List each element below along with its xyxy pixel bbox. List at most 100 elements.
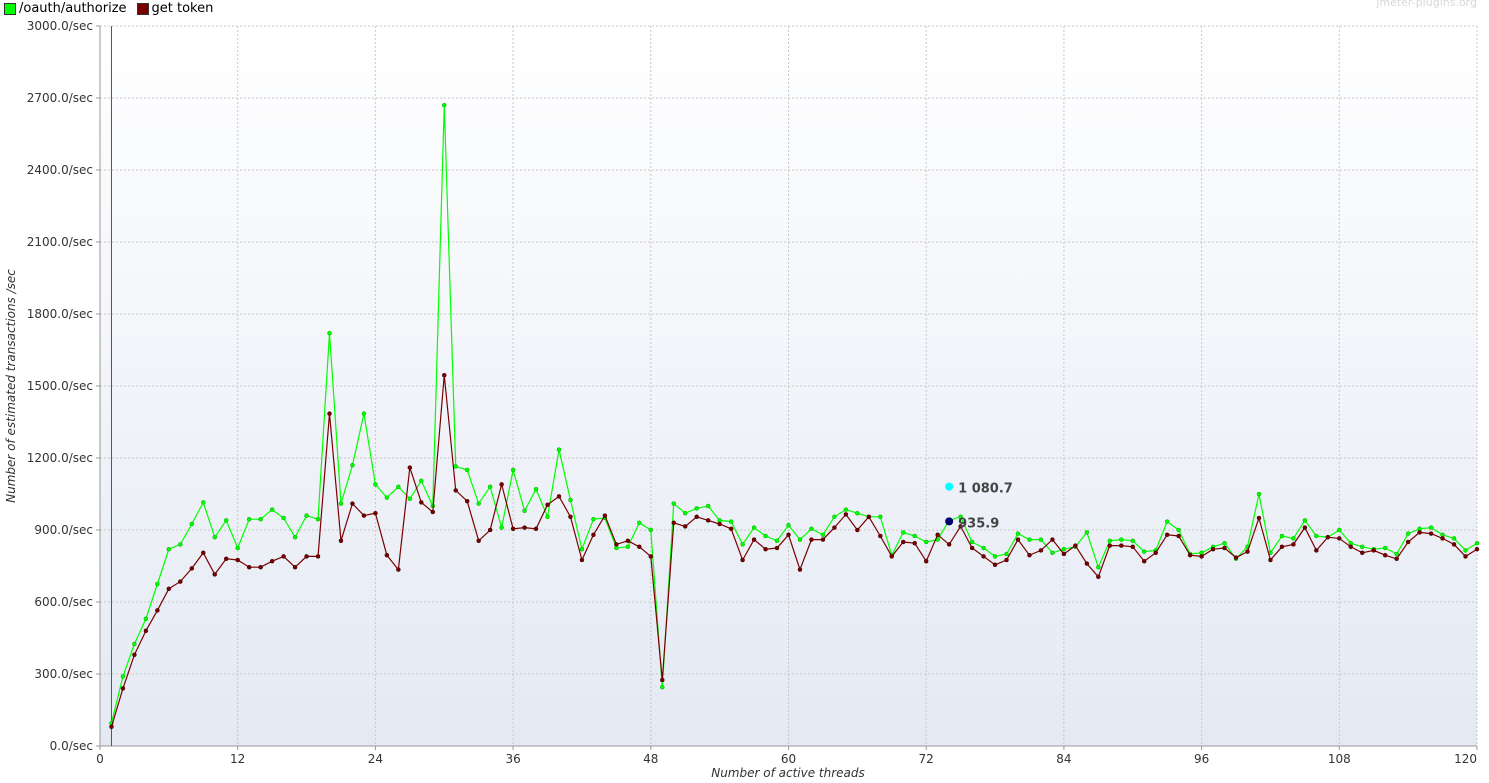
data-point-0[interactable] <box>281 515 286 521</box>
data-point-1[interactable] <box>522 525 527 530</box>
data-point-0[interactable] <box>384 495 390 500</box>
data-point-1[interactable] <box>568 514 573 520</box>
data-point-1[interactable] <box>992 562 998 568</box>
data-point-1[interactable] <box>281 554 286 559</box>
data-point-0[interactable] <box>682 510 688 516</box>
data-point-1[interactable] <box>912 540 917 546</box>
data-point-1[interactable] <box>453 488 458 493</box>
data-point-1[interactable] <box>269 558 275 564</box>
data-point-0[interactable] <box>304 513 309 518</box>
data-point-1[interactable] <box>591 532 596 538</box>
data-point-1[interactable] <box>212 572 217 577</box>
data-point-1[interactable] <box>1256 515 1262 521</box>
legend-item-oauth-authorize[interactable]: /oauth/authorize <box>4 1 127 16</box>
data-point-0[interactable] <box>591 516 596 522</box>
data-point-0[interactable] <box>442 102 447 108</box>
data-point-1[interactable] <box>166 586 172 592</box>
data-point-1[interactable] <box>178 579 183 584</box>
data-point-0[interactable] <box>1474 540 1480 546</box>
data-point-0[interactable] <box>143 616 149 622</box>
data-point-0[interactable] <box>453 464 458 469</box>
data-point-0[interactable] <box>1050 550 1055 556</box>
data-point-0[interactable] <box>212 534 217 540</box>
data-point-1[interactable] <box>1417 530 1422 535</box>
data-point-1[interactable] <box>602 513 608 518</box>
data-point-0[interactable] <box>499 525 504 530</box>
data-point-0[interactable] <box>992 554 998 559</box>
data-point-1[interactable] <box>1073 543 1078 548</box>
data-point-0[interactable] <box>912 533 917 539</box>
data-point-0[interactable] <box>1027 537 1032 542</box>
data-point-0[interactable] <box>751 525 757 530</box>
data-point-1[interactable] <box>1428 531 1434 536</box>
data-point-0[interactable] <box>361 411 367 416</box>
data-point-1[interactable] <box>820 537 826 542</box>
data-point-1[interactable] <box>132 652 137 658</box>
data-point-0[interactable] <box>1084 530 1090 535</box>
data-point-0[interactable] <box>223 518 229 523</box>
data-point-0[interactable] <box>1463 548 1468 553</box>
data-point-1[interactable] <box>1164 532 1170 538</box>
data-point-1[interactable] <box>728 526 734 532</box>
data-point-0[interactable] <box>579 546 585 552</box>
data-point-1[interactable] <box>223 556 229 562</box>
data-point-1[interactable] <box>1141 558 1147 564</box>
data-point-0[interactable] <box>660 684 665 690</box>
data-point-0[interactable] <box>235 545 240 551</box>
data-point-1[interactable] <box>1382 552 1388 558</box>
data-point-1[interactable] <box>855 527 860 533</box>
data-point-1[interactable] <box>1405 539 1411 545</box>
data-point-0[interactable] <box>1314 533 1319 539</box>
data-point-1[interactable] <box>1245 549 1250 554</box>
data-point-1[interactable] <box>969 545 975 551</box>
data-point-1[interactable] <box>889 554 895 559</box>
data-point-1[interactable] <box>1015 537 1021 542</box>
data-point-0[interactable] <box>258 516 263 522</box>
data-point-1[interactable] <box>1096 574 1101 580</box>
data-point-1[interactable] <box>660 677 665 683</box>
data-point-1[interactable] <box>442 372 447 378</box>
data-point-1[interactable] <box>935 532 940 538</box>
data-point-1[interactable] <box>1348 544 1354 550</box>
data-point-0[interactable] <box>637 520 642 526</box>
data-point-1[interactable] <box>579 557 585 563</box>
data-point-0[interactable] <box>1061 546 1067 552</box>
data-point-1[interactable] <box>430 509 436 515</box>
data-point-1[interactable] <box>120 686 126 691</box>
data-point-0[interactable] <box>901 530 906 535</box>
data-point-0[interactable] <box>728 519 734 524</box>
data-point-1[interactable] <box>1394 556 1399 562</box>
data-point-0[interactable] <box>625 544 631 550</box>
data-point-0[interactable] <box>958 514 963 520</box>
data-point-0[interactable] <box>132 641 137 647</box>
data-point-1[interactable] <box>1371 548 1376 553</box>
data-point-0[interactable] <box>1004 551 1009 557</box>
data-point-0[interactable] <box>189 521 195 527</box>
data-point-0[interactable] <box>1119 537 1124 542</box>
data-point-0[interactable] <box>1015 531 1021 536</box>
data-point-1[interactable] <box>201 550 206 556</box>
data-point-1[interactable] <box>1314 548 1319 553</box>
data-point-0[interactable] <box>855 510 860 516</box>
data-point-1[interactable] <box>1199 554 1204 559</box>
data-point-0[interactable] <box>396 484 401 490</box>
data-point-0[interactable] <box>522 508 527 514</box>
data-point-1[interactable] <box>1268 557 1273 563</box>
data-point-0[interactable] <box>797 537 803 542</box>
data-point-1[interactable] <box>545 502 550 508</box>
data-point-1[interactable] <box>1130 544 1135 550</box>
data-point-1[interactable] <box>682 524 688 529</box>
data-point-0[interactable] <box>1164 519 1170 524</box>
data-point-1[interactable] <box>958 524 963 529</box>
data-point-0[interactable] <box>419 478 424 484</box>
data-point-1[interactable] <box>1084 561 1090 566</box>
data-point-1[interactable] <box>1325 534 1331 540</box>
data-point-1[interactable] <box>304 554 309 559</box>
data-point-1[interactable] <box>923 558 929 564</box>
data-point-0[interactable] <box>671 501 676 506</box>
data-point-0[interactable] <box>774 538 780 544</box>
highlight-point[interactable] <box>945 517 954 526</box>
data-point-1[interactable] <box>809 537 814 542</box>
data-point-0[interactable] <box>648 527 654 533</box>
data-point-1[interactable] <box>1050 537 1055 542</box>
